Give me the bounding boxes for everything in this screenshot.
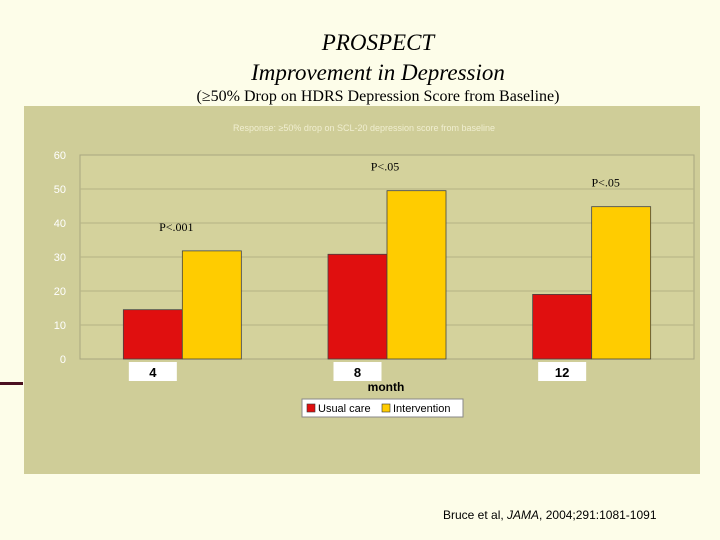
bar-usual-care-month-8 <box>327 253 388 360</box>
accent-bar <box>0 382 23 385</box>
x-tick-label-12: 12 <box>555 365 569 380</box>
y-tick-label-10: 10 <box>54 320 66 332</box>
legend-swatch-intervention <box>381 403 391 413</box>
x-axis-title: month <box>368 380 405 394</box>
bar-intervention-month-8 <box>386 190 447 360</box>
bar-intervention-month-4 <box>181 250 242 360</box>
x-tick-label-8: 8 <box>354 365 361 380</box>
citation-author: Bruce et al, <box>443 508 508 522</box>
p-value-annotation-3: P<.05 <box>591 176 619 190</box>
legend-label-usual-care: Usual care <box>318 403 371 415</box>
y-tick-label-0: 0 <box>60 354 66 366</box>
y-tick-label-60: 60 <box>54 150 66 162</box>
x-tick-box-12 <box>538 362 587 381</box>
legend-label-intervention: Intervention <box>393 403 450 415</box>
citation: Bruce et al, JAMA, 2004;291:1081-1091 <box>443 508 657 522</box>
p-value-annotation-1: P<.001 <box>159 220 193 234</box>
p-value-annotation-2: P<.05 <box>371 160 399 174</box>
y-tick-label-20: 20 <box>54 286 66 298</box>
x-tick-label-4: 4 <box>149 365 157 380</box>
legend-swatch-usual-care <box>306 403 316 413</box>
y-tick-label-40: 40 <box>54 218 66 230</box>
bar-intervention-month-12 <box>591 206 652 360</box>
bar-usual-care-month-4 <box>122 309 183 360</box>
x-tick-box-4 <box>128 362 177 381</box>
title-line-1: PROSPECT <box>321 30 435 55</box>
legend: Usual care Intervention <box>301 398 464 418</box>
title-line-2: Improvement in Depression <box>251 60 505 85</box>
citation-details: , 2004;291:1081-1091 <box>539 508 657 522</box>
slide-title: PROSPECT Improvement in Depression <box>0 28 720 88</box>
y-tick-label-50: 50 <box>54 184 66 196</box>
citation-journal: JAMA <box>507 508 540 522</box>
slide-subtitle: (≥50% Drop on HDRS Depression Score from… <box>196 88 560 105</box>
y-tick-label-30: 30 <box>54 252 66 264</box>
bar-usual-care-month-12 <box>532 293 593 360</box>
chart-title: Response: ≥50% drop on SCL-20 depression… <box>233 123 495 133</box>
x-tick-box-8 <box>333 362 382 381</box>
